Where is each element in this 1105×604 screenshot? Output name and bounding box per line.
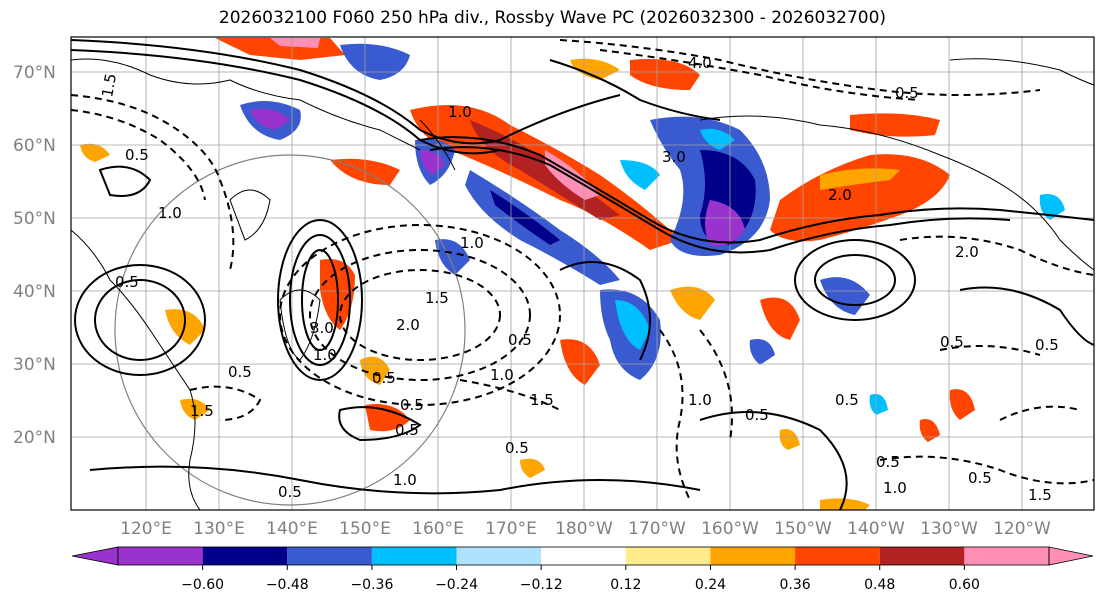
contour-label: 1.5 <box>425 289 449 307</box>
colorbar-swatch <box>625 547 711 565</box>
contour-label: 0.5 <box>940 333 964 351</box>
map-panel: 1.5 0.5 1.0 2.0 4.0 3.0 0.5 1.0 0.5 1.5 … <box>70 36 1095 511</box>
lon-label: 180°W <box>555 519 613 539</box>
contour-label: 3.0 <box>310 319 334 337</box>
map-border <box>70 36 1095 511</box>
contour-label: 1.0 <box>393 471 417 489</box>
colorbar: −0.60 −0.48 −0.36 −0.24 −0.12 0.12 0.24 0.36 0.4… <box>71 546 1094 593</box>
contour-label: 0.5 <box>968 469 992 487</box>
colorbar-swatch <box>541 547 626 565</box>
colorbar-swatch <box>795 547 880 565</box>
lon-label: 130°W <box>920 519 978 539</box>
contour-label: 4.0 <box>688 54 712 72</box>
latitude-labels: 70°N 60°N 50°N 40°N 30°N 20°N <box>13 63 56 448</box>
lat-label: 30°N <box>13 355 56 375</box>
colorbar-tick-label: −0.60 <box>181 577 224 593</box>
lon-label: 170°W <box>628 519 686 539</box>
contour-label: 1.5 <box>190 402 214 420</box>
colorbar-swatch <box>710 547 796 565</box>
lon-label: 150°E <box>339 519 391 539</box>
contour-label: 2.0 <box>396 316 420 334</box>
colorbar-swatch <box>456 547 542 565</box>
lat-label: 40°N <box>13 282 56 302</box>
colorbar-tick-label: 0.60 <box>949 577 980 593</box>
contour-label: 1.0 <box>460 234 484 252</box>
contour-label: 0.5 <box>1035 336 1059 354</box>
colorbar-swatch <box>371 547 457 565</box>
contour-label: 0.5 <box>115 273 139 291</box>
reference-circle <box>114 154 466 506</box>
colorbar-swatch <box>202 547 288 565</box>
contour-label: 0.5 <box>505 439 529 457</box>
contour-label: 0.5 <box>372 369 396 387</box>
contour-labels: 1.5 0.5 1.0 2.0 4.0 3.0 0.5 1.0 0.5 1.5 … <box>98 54 1059 504</box>
contour-label: 2.0 <box>955 243 979 261</box>
contour-label: 1.0 <box>313 346 337 364</box>
colorbar-tick-label: 0.48 <box>864 577 895 593</box>
contour-label: 0.5 <box>278 483 302 501</box>
contour-label: 1.0 <box>490 366 514 384</box>
lon-label: 120°W <box>993 519 1051 539</box>
lon-label: 150°W <box>774 519 832 539</box>
contour-label: 1.0 <box>688 391 712 409</box>
contour-label: 1.5 <box>98 72 120 99</box>
contour-label: 0.5 <box>400 396 424 414</box>
contour-label: 0.5 <box>876 453 900 471</box>
contours-solid <box>70 39 1095 511</box>
contour-label: 0.5 <box>508 331 532 349</box>
colorbar-border <box>117 546 1050 566</box>
colorbar-extend-min <box>71 546 119 566</box>
colorbar-swatch <box>964 547 1049 565</box>
contours-dashed <box>70 39 1095 501</box>
colorbar-swatch <box>118 547 203 565</box>
contour-label: 0.5 <box>125 146 149 164</box>
contour-label: 0.5 <box>228 363 252 381</box>
colorbar-tick-label: −0.36 <box>350 577 393 593</box>
contour-label: 1.0 <box>883 479 907 497</box>
lon-label: 120°E <box>120 519 172 539</box>
lat-label: 60°N <box>13 136 56 156</box>
colorbar-swatch <box>879 547 965 565</box>
contour-label: 1.5 <box>530 391 554 409</box>
contour-label: 0.5 <box>395 421 419 439</box>
colorbar-tick-label: 0.36 <box>780 577 811 593</box>
map-title: 2026032100 F060 250 hPa div., Rossby Wav… <box>218 8 887 28</box>
colorbar-swatch <box>287 547 372 565</box>
lat-label: 20°N <box>13 428 56 448</box>
lon-label: 130°E <box>193 519 245 539</box>
lon-label: 160°W <box>701 519 759 539</box>
lon-label: 140°W <box>847 519 905 539</box>
colorbar-tick-label: −0.24 <box>435 577 478 593</box>
lon-label: 160°E <box>412 519 464 539</box>
lat-label: 50°N <box>13 209 56 229</box>
contour-label: 0.5 <box>835 391 859 409</box>
lon-label: 170°E <box>485 519 537 539</box>
contour-label: 1.0 <box>158 204 182 222</box>
contour-label: 2.0 <box>828 186 852 204</box>
colorbar-extend-max <box>1048 546 1094 566</box>
lon-label: 140°E <box>266 519 318 539</box>
longitude-labels: 120°E 130°E 140°E 150°E 160°E 170°E 180°… <box>120 519 1051 539</box>
lat-label: 70°N <box>13 63 56 83</box>
contour-label: 1.0 <box>448 103 472 121</box>
contour-label: 0.5 <box>895 84 919 102</box>
divergence-shading <box>80 38 1065 510</box>
colorbar-tick-label: −0.12 <box>520 577 563 593</box>
colorbar-tick-label: −0.48 <box>266 577 309 593</box>
colorbar-tick-label: 0.24 <box>695 577 726 593</box>
contour-label: 3.0 <box>662 148 686 166</box>
colorbar-tick-label: 0.12 <box>610 577 641 593</box>
contour-label: 1.5 <box>1028 486 1052 504</box>
contour-label: 0.5 <box>745 406 769 424</box>
